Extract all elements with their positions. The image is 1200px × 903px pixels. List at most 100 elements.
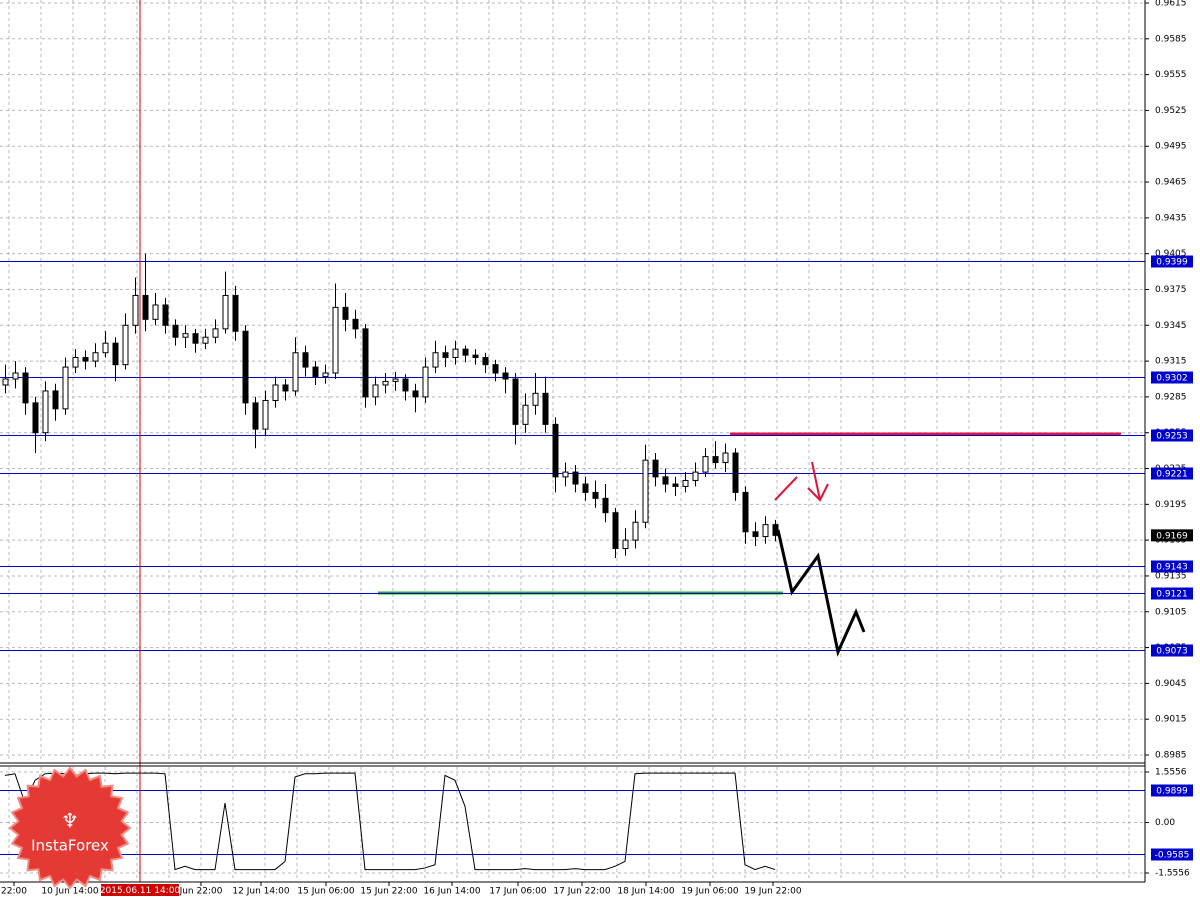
candle-body xyxy=(372,384,379,398)
x-tick-label: 12 Jun 14:00 xyxy=(232,887,289,897)
candle-body xyxy=(552,423,559,478)
level-label: 0.9899 xyxy=(1156,787,1188,797)
candle-body xyxy=(472,354,479,359)
level-label-box xyxy=(1151,529,1193,542)
candle-body xyxy=(382,380,389,386)
candle-body xyxy=(492,364,499,374)
level-label-box xyxy=(1151,848,1193,861)
forecast-arrows xyxy=(774,461,829,502)
level-label: 0.9253 xyxy=(1156,432,1188,442)
candle-body xyxy=(32,402,39,434)
candle-body xyxy=(242,330,249,404)
candle-body xyxy=(22,372,29,404)
y-tick-label: 1.5556 xyxy=(1155,768,1187,778)
candle-body xyxy=(92,352,99,362)
candle-body xyxy=(162,304,169,326)
y-tick-label: 0.00 xyxy=(1155,818,1175,828)
level-label-box xyxy=(1151,560,1193,573)
level-label-box xyxy=(1151,371,1193,384)
candle-body xyxy=(112,342,119,366)
candle-body xyxy=(662,476,669,485)
candle-body xyxy=(392,378,399,382)
candle-body xyxy=(442,352,449,359)
candle-body xyxy=(302,352,309,368)
y-tick-label: 0.9045 xyxy=(1155,679,1187,689)
candle-body xyxy=(72,357,79,368)
logo-badge xyxy=(8,766,132,890)
candle-body xyxy=(432,352,439,368)
candle-body xyxy=(402,378,409,392)
y-tick-label: 0.9105 xyxy=(1155,607,1187,617)
logo-text: InstaForex xyxy=(31,837,109,855)
x-tick-label: 17 Jun 22:00 xyxy=(553,887,610,897)
candle-body xyxy=(592,491,599,499)
level-label-box xyxy=(1151,587,1193,600)
candle-body xyxy=(462,348,469,356)
candle-body xyxy=(702,456,709,473)
candle-body xyxy=(672,483,679,487)
candle-body xyxy=(542,392,549,425)
y-tick-label: 0.9465 xyxy=(1155,178,1187,188)
candle-body xyxy=(102,342,109,354)
candle-body xyxy=(682,479,689,487)
level-label: 0.9073 xyxy=(1156,647,1188,657)
candle-body xyxy=(262,399,269,430)
candle-body xyxy=(202,336,209,344)
candle-body xyxy=(142,294,149,320)
x-tick-label: 10 Jun 14:00 xyxy=(41,887,98,897)
cursor-label-box xyxy=(101,884,179,896)
x-tick-label: 19 Jun 22:00 xyxy=(744,887,801,897)
candle-body xyxy=(642,459,649,523)
candle-body xyxy=(632,521,639,541)
candle-body xyxy=(522,404,529,425)
level-label-box xyxy=(1151,429,1193,442)
candle-body xyxy=(762,524,769,538)
y-tick-label: 0.9495 xyxy=(1155,142,1187,152)
candle-body xyxy=(612,512,619,549)
candle-body xyxy=(532,392,539,406)
candle-body xyxy=(292,352,299,392)
candle-body xyxy=(342,306,349,320)
level-label-box xyxy=(1151,784,1193,797)
candle-body xyxy=(252,402,259,430)
y-tick-label: 0.9615 xyxy=(1155,0,1187,9)
y-tick-label: 0.9135 xyxy=(1155,571,1187,581)
candle-body xyxy=(42,390,49,434)
y-tick-label: 0.9315 xyxy=(1155,357,1187,367)
x-tick-label: 19 Jun 06:00 xyxy=(681,887,738,897)
candle-body xyxy=(2,378,9,386)
candle-body xyxy=(362,328,369,398)
level-label: 0.9399 xyxy=(1156,258,1188,268)
candle-body xyxy=(772,524,779,536)
candle-body xyxy=(62,366,69,410)
forecast-path xyxy=(776,529,866,657)
candle-body xyxy=(752,531,759,538)
candle-body xyxy=(512,378,519,425)
y-tick-label: 0.9195 xyxy=(1155,500,1187,510)
candle-body xyxy=(322,372,329,378)
candle-body xyxy=(232,294,239,332)
candle-body xyxy=(742,491,749,533)
candle-body xyxy=(312,366,319,378)
y-tick-label: 0.9375 xyxy=(1155,285,1187,295)
level-label-box xyxy=(1151,467,1193,480)
y-tick-label: 0.9525 xyxy=(1155,106,1187,116)
level-label-box xyxy=(1151,255,1193,268)
candle-body xyxy=(562,471,569,478)
candle-body xyxy=(572,471,579,485)
candle-body xyxy=(172,324,179,338)
candle-body xyxy=(482,357,489,366)
candle-body xyxy=(152,304,159,320)
y-tick-label: 0.8985 xyxy=(1155,751,1187,761)
candle-body xyxy=(122,324,129,366)
y-tick-label: 0.9345 xyxy=(1155,321,1187,331)
indicator-line xyxy=(4,772,776,871)
y-tick-label: 0.9015 xyxy=(1155,715,1187,725)
candle-body xyxy=(452,348,459,359)
level-label: 0.9221 xyxy=(1156,470,1188,480)
y-tick-label: 0.9555 xyxy=(1155,70,1187,80)
cursor-label: 2015.06.11 14:00 xyxy=(100,886,181,896)
candle-body xyxy=(212,328,219,338)
level-label: 0.9121 xyxy=(1156,590,1188,600)
